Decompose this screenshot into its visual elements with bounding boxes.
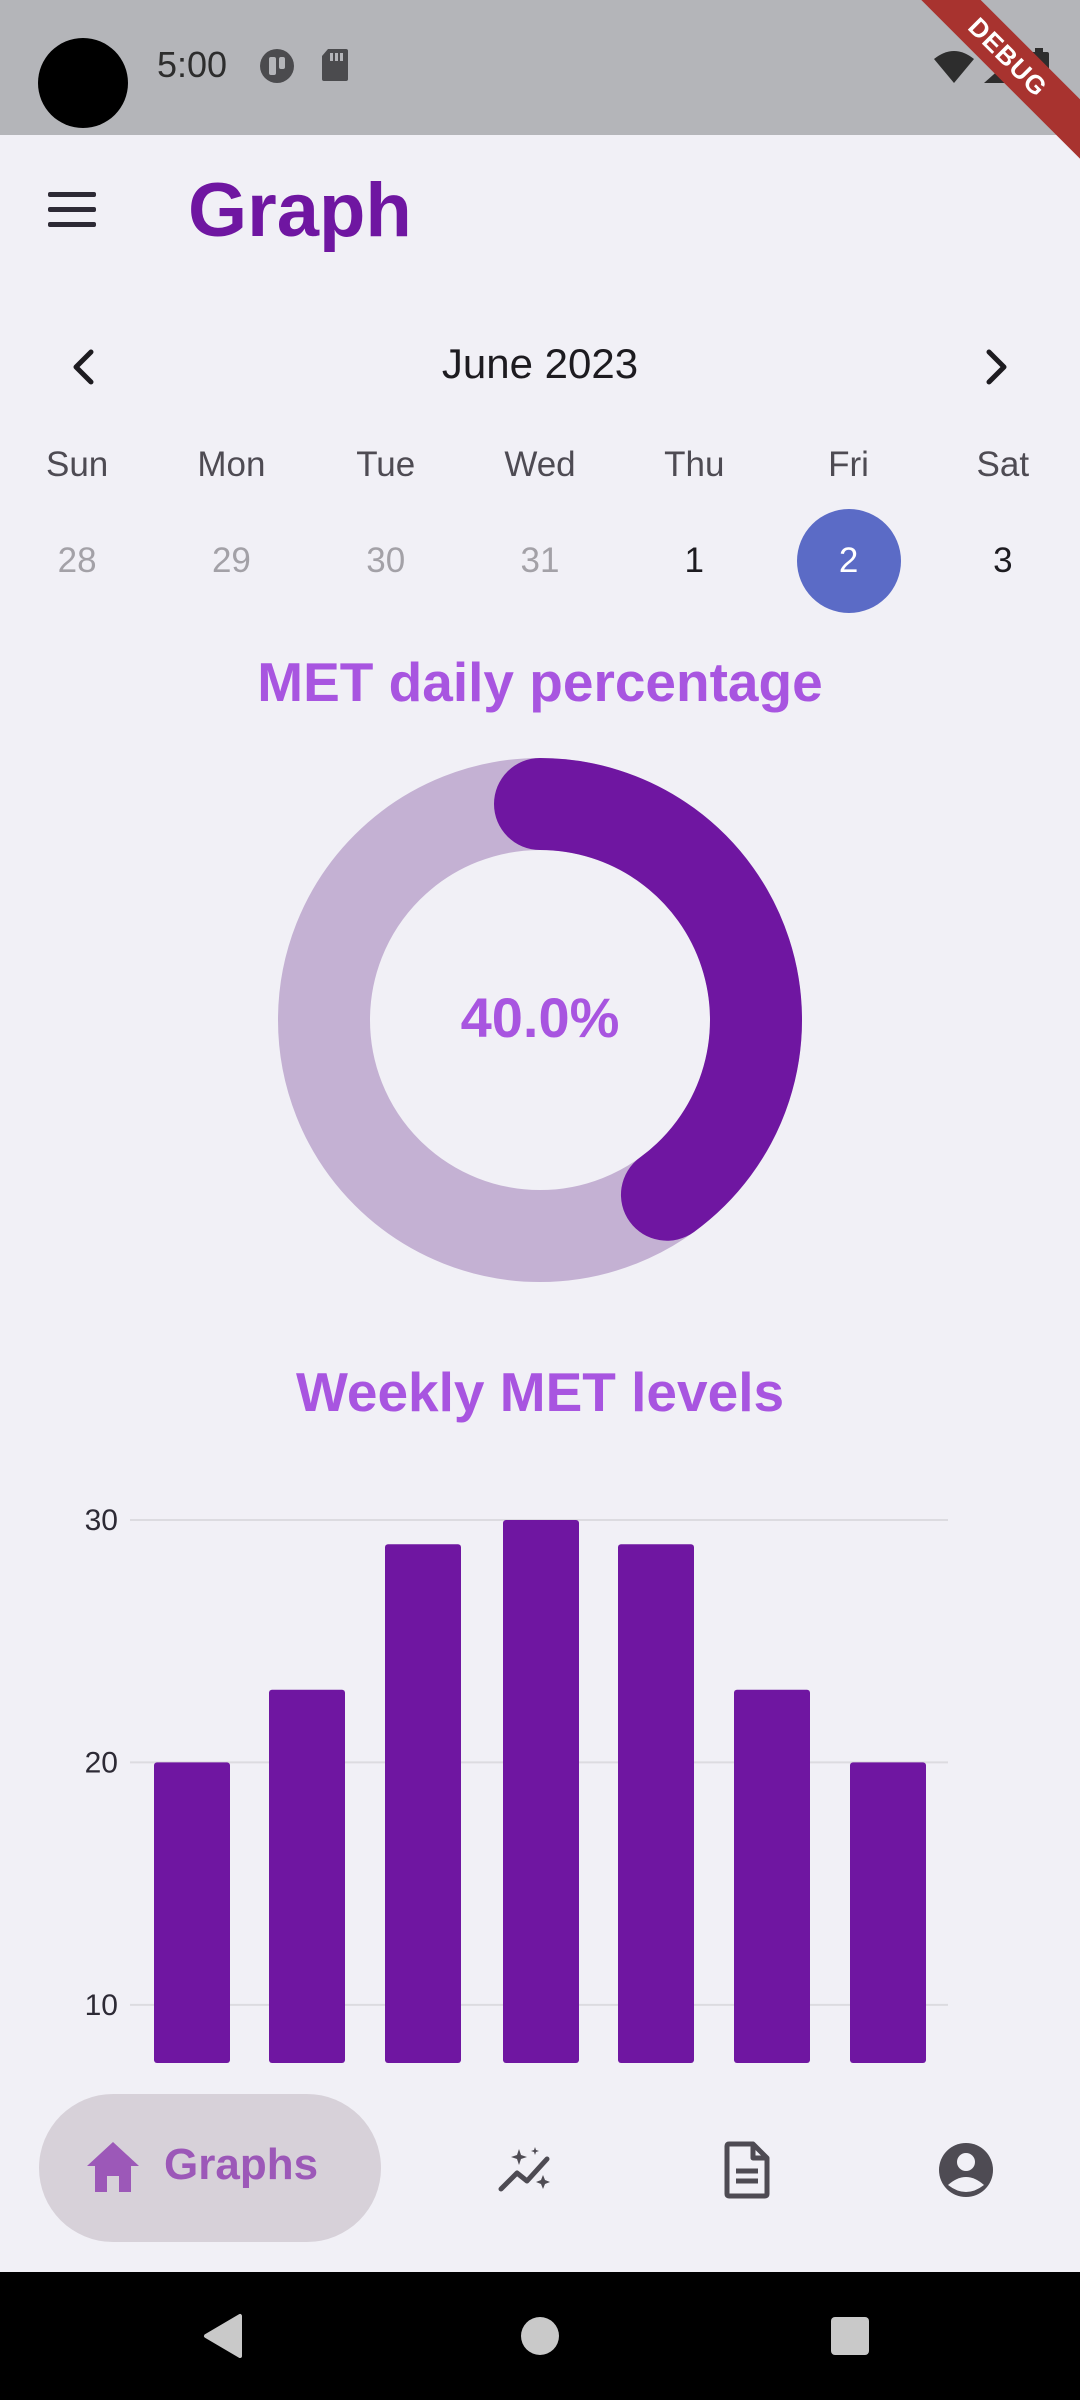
calendar-date[interactable]: 30 [366, 541, 406, 580]
calendar-weekday-row: Sun Mon Tue Wed Thu Fri Sat [0, 445, 1080, 485]
home-icon [87, 2142, 139, 2192]
status-time: 5:00 [157, 44, 228, 85]
back-icon[interactable] [165, 2272, 285, 2400]
calendar-date[interactable]: 28 [57, 541, 97, 580]
home-circle-icon[interactable] [480, 2272, 600, 2400]
nav-item-graphs-label: Graphs [164, 2140, 319, 2189]
met-daily-donut [278, 758, 802, 1282]
system-navigation-bar [0, 2272, 1080, 2400]
calendar-date-selected[interactable]: 2 [771, 506, 925, 616]
sd-card-icon [322, 49, 348, 81]
chart-bar [503, 1520, 579, 2063]
y-tick-label: 30 [85, 1504, 118, 1537]
app-bar: Graph [0, 135, 1080, 285]
weekly-met-bar-chart: 10 20 30 [85, 1504, 948, 2063]
calendar-date[interactable]: 31 [520, 541, 560, 580]
bottom-navigation: Graphs [0, 2070, 1080, 2272]
weekday-label: Mon [197, 445, 266, 484]
hamburger-menu-icon[interactable] [30, 180, 120, 240]
sparkle-chart-icon[interactable] [477, 2120, 577, 2220]
document-icon[interactable] [697, 2120, 797, 2220]
weekday-label: Sun [46, 445, 109, 484]
weekday-label: Thu [664, 445, 725, 484]
chart-bar [269, 1689, 345, 2063]
weekday-label: Sat [976, 445, 1030, 484]
calendar-date[interactable]: 1 [684, 541, 704, 580]
nav-item-graphs[interactable]: Graphs [39, 2094, 381, 2242]
weekly-met-title: Weekly MET levels [295, 1361, 785, 1423]
calendar-date[interactable]: 29 [211, 541, 251, 580]
chart-bar [734, 1689, 810, 2063]
chart-bar [850, 1762, 926, 2063]
chevron-left-icon[interactable] [44, 330, 124, 405]
chevron-right-icon[interactable] [956, 330, 1036, 405]
recents-icon[interactable] [790, 2272, 910, 2400]
calendar-header: June 2023 [0, 330, 1080, 405]
met-daily-title: MET daily percentage [257, 651, 823, 713]
y-tick-label: 10 [85, 1989, 118, 2022]
weekday-label: Wed [504, 445, 576, 484]
y-tick-label: 20 [85, 1746, 118, 1779]
met-daily-value: 40.0% [460, 986, 620, 1049]
calendar-date-row: 28 29 30 31 1 2 3 [0, 506, 1080, 616]
status-bar: 5:00 DEBUG [0, 0, 1080, 178]
wifi-icon [934, 51, 974, 83]
chart-bar [154, 1762, 230, 2063]
chart-bar [618, 1544, 694, 2063]
app-notification-icon [260, 49, 294, 83]
calendar-date[interactable]: 3 [993, 541, 1013, 580]
page-title: Graph [188, 168, 412, 253]
chart-bar [385, 1544, 461, 2063]
weekday-label: Tue [356, 445, 416, 484]
donut-progress-arc [494, 758, 802, 1241]
calendar-month-label: June 2023 [441, 340, 639, 387]
account-circle-icon[interactable] [916, 2120, 1016, 2220]
camera-cutout [38, 38, 128, 128]
weekday-label: Fri [828, 445, 869, 484]
